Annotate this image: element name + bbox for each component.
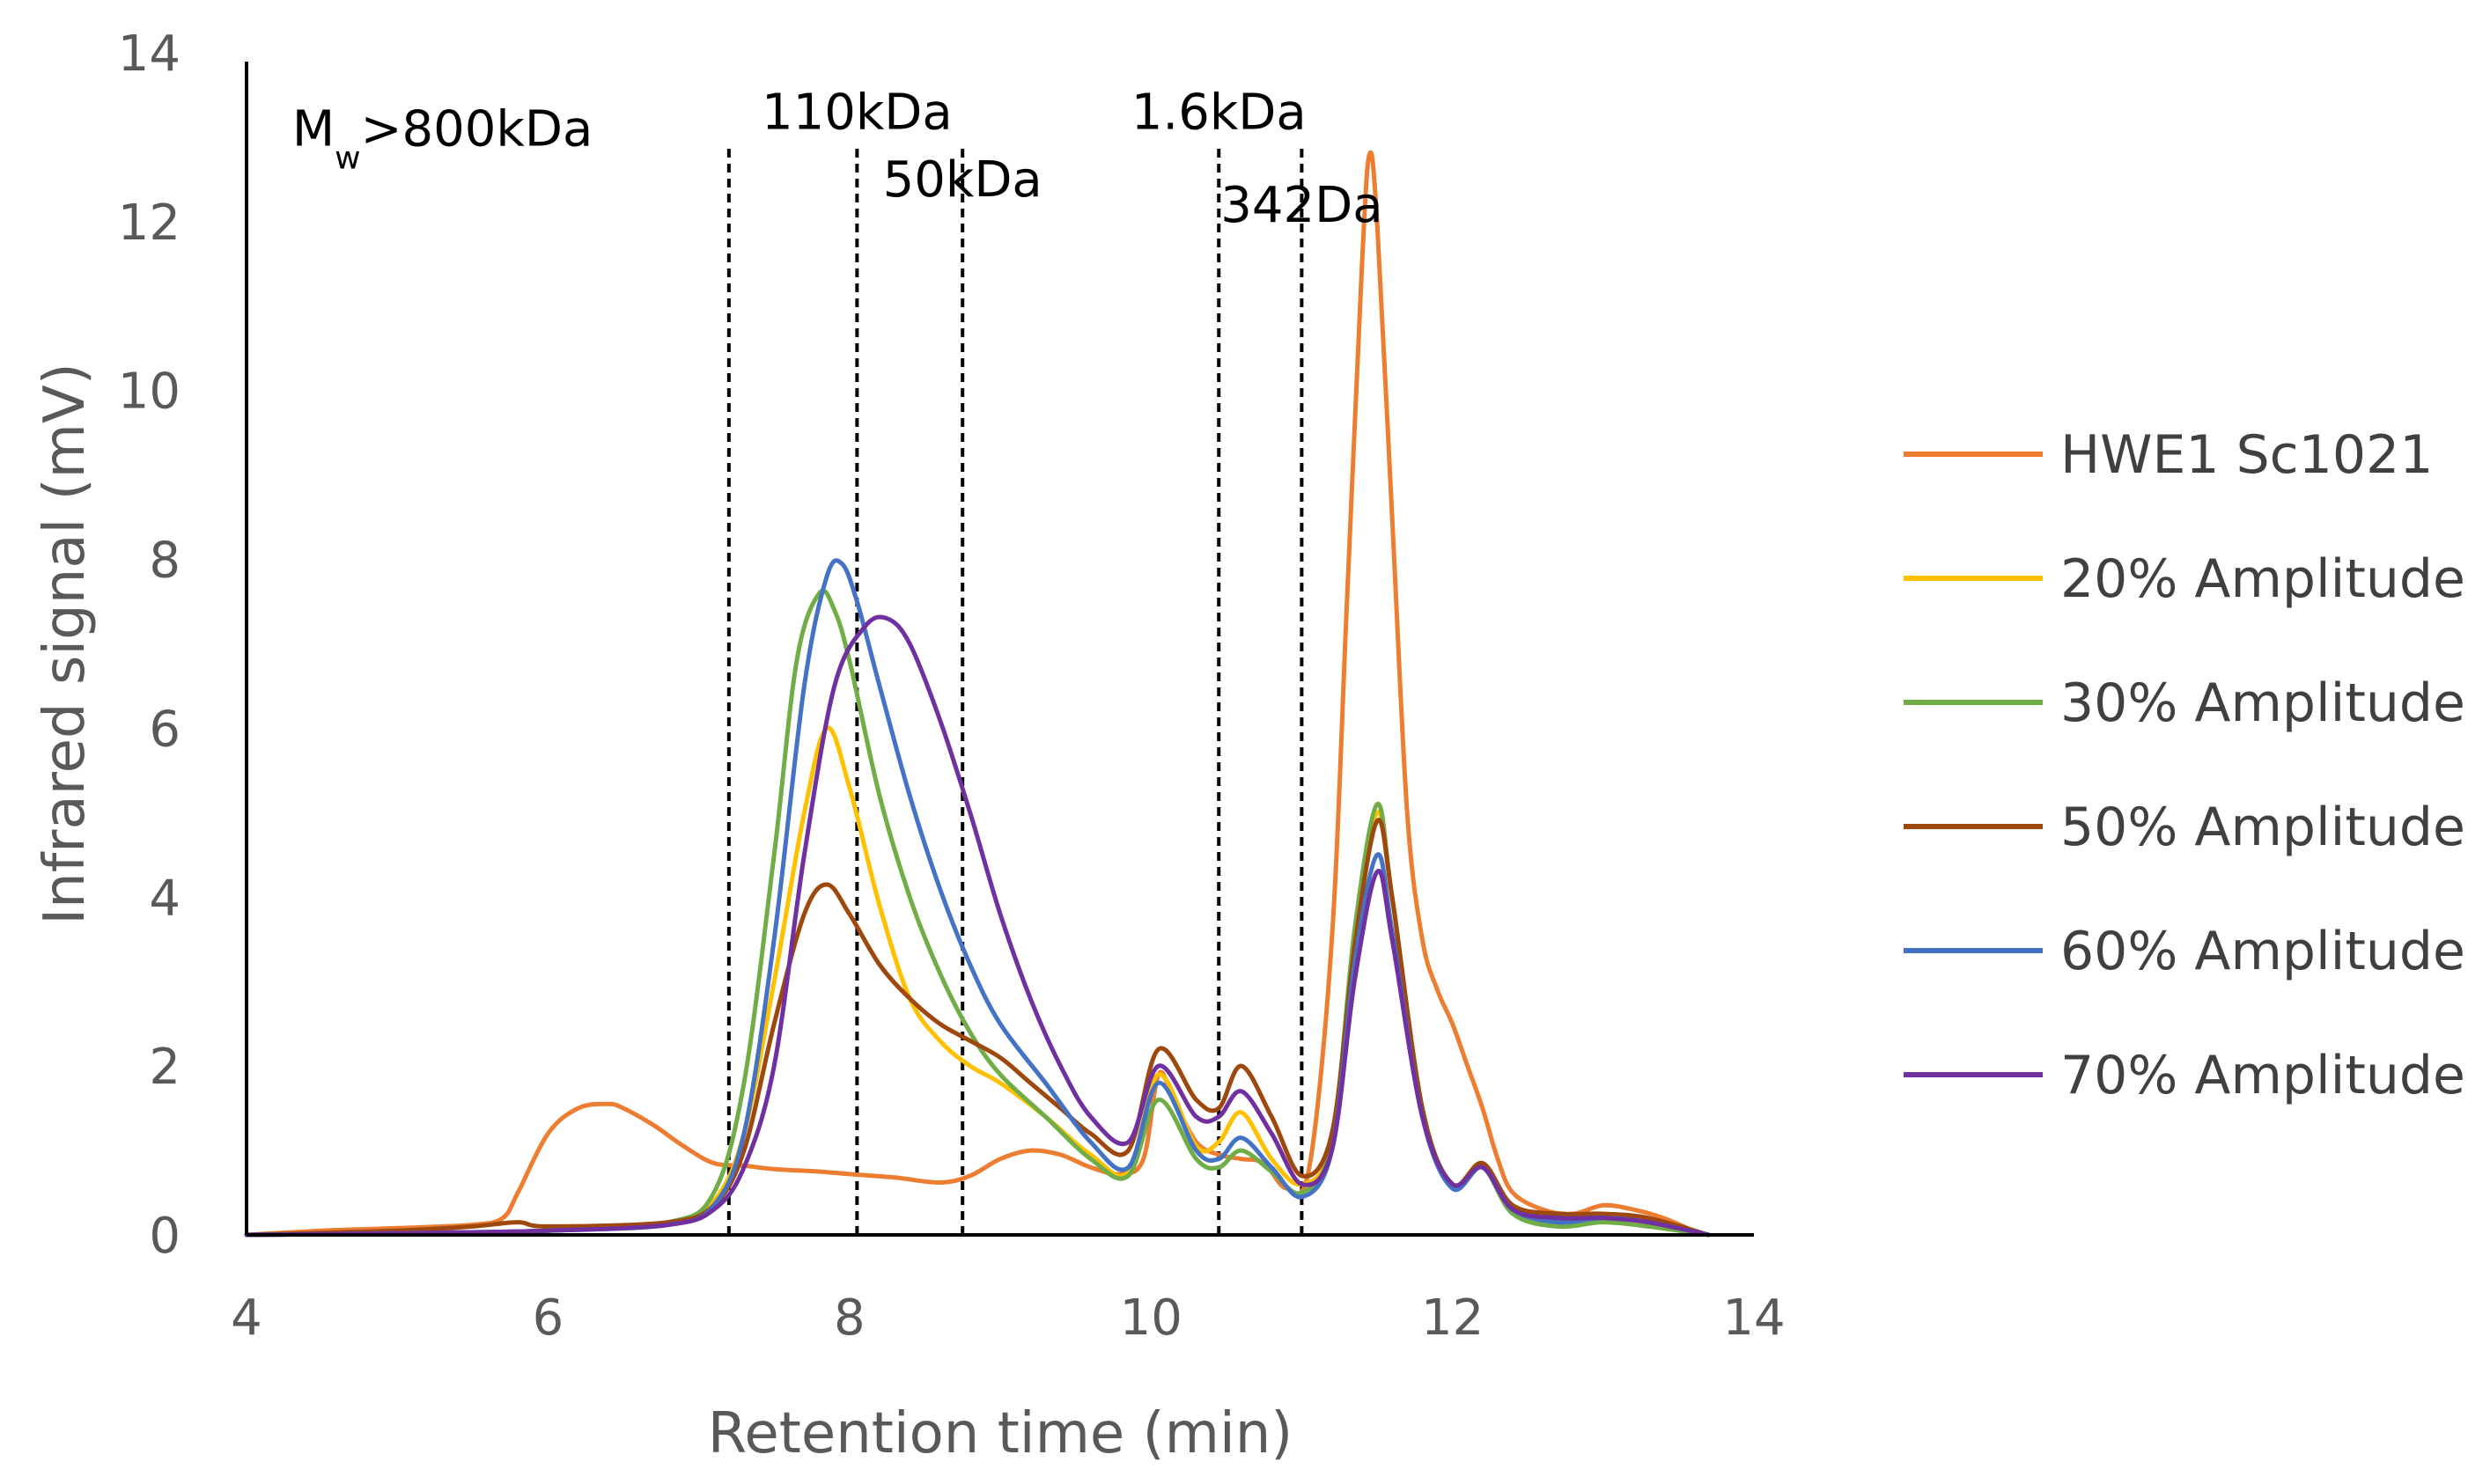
annotation-label-3: 50kDa xyxy=(883,151,1042,209)
y-tick-label: 0 xyxy=(149,1208,180,1265)
legend-label-6: 70% Amplitude xyxy=(2060,1045,2465,1106)
y-tick-label: 4 xyxy=(149,870,180,927)
y-tick-label: 6 xyxy=(149,701,180,758)
y-tick-label: 10 xyxy=(118,364,180,421)
y-axis-title: Infrared signal (mV) xyxy=(33,363,98,924)
x-axis-title: Retention time (min) xyxy=(708,1401,1293,1466)
annotation-label-5: 342Da xyxy=(1220,177,1382,234)
plot-area xyxy=(244,145,1712,1238)
y-tick-label: 14 xyxy=(118,26,180,83)
legend-label-3: 30% Amplitude xyxy=(2060,672,2465,734)
y-tick-label: 12 xyxy=(118,195,180,252)
axes: 0 2 4 6 8 10 12 14 4 6 8 10 12 14 Retention time (min)… xyxy=(33,26,1786,1466)
series-line-1 xyxy=(244,150,1712,1238)
legend-label-1: HWE1 Sc1021 xyxy=(2060,424,2433,486)
annotation-label-4: 1.6kDa xyxy=(1131,84,1307,141)
annotations: Mw>800kDa 110kDa 50kDa 1.6kDa 342Da xyxy=(292,84,1383,234)
annotation-label-1: Mw>800kDa xyxy=(292,101,593,177)
x-tick-label: 12 xyxy=(1421,1289,1484,1347)
x-tick-label: 4 xyxy=(231,1289,262,1347)
y-tick-label: 8 xyxy=(149,533,180,590)
x-tick-label: 14 xyxy=(1722,1289,1785,1347)
legend-label-5: 60% Amplitude xyxy=(2060,921,2465,982)
x-tick-label: 6 xyxy=(533,1289,564,1347)
annotation-label-2: 110kDa xyxy=(762,84,953,141)
y-tick-label: 2 xyxy=(149,1039,180,1096)
legend: HWE1 Sc1021 20% Amplitude 30% Amplitude 50%… xyxy=(1904,424,2465,1106)
legend-label-2: 20% Amplitude xyxy=(2060,548,2465,610)
x-tick-label: 8 xyxy=(834,1289,866,1347)
x-tick-label: 10 xyxy=(1120,1289,1182,1347)
legend-label-4: 50% Amplitude xyxy=(2060,797,2465,858)
series-line-6 xyxy=(244,614,1712,1238)
